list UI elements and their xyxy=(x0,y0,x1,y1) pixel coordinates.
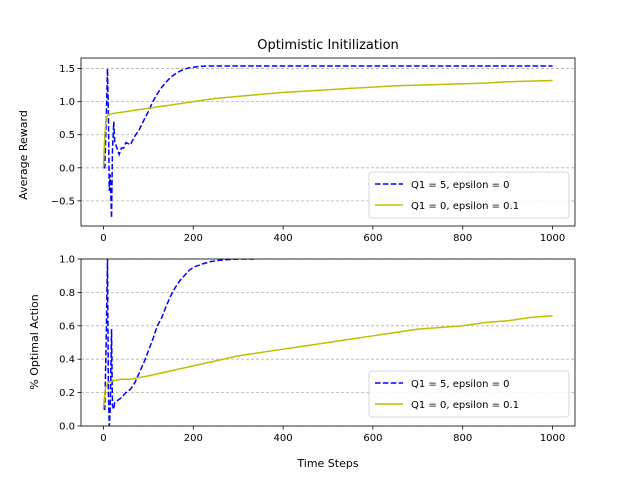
y-tick-label: 1.0 xyxy=(59,97,75,108)
legend: Q1 = 5, epsilon = 0 Q1 = 0, epsilon = 0.1 xyxy=(368,370,570,418)
optimal-action-panel: 0 200 400 600 800 1000 0.0 0.2 0.4 0.6 0.8 1.0 Q1 = … xyxy=(59,255,576,444)
x-tick-label: 200 xyxy=(184,433,203,444)
y-tick-label: 1.5 xyxy=(59,64,75,75)
legend-label: Q1 = 0, epsilon = 0.1 xyxy=(411,400,519,411)
y-tick-label: 0.4 xyxy=(59,355,75,366)
x-tick-label: 800 xyxy=(453,233,472,244)
axes-frame xyxy=(80,57,576,227)
x-tick-label: 0 xyxy=(100,433,106,444)
legend-label: Q1 = 5, epsilon = 0 xyxy=(411,379,510,390)
x-tick-label: 200 xyxy=(184,233,203,244)
legend: Q1 = 5, epsilon = 0 Q1 = 0, epsilon = 0.1 xyxy=(368,171,570,219)
y-tick-label: 0.0 xyxy=(59,163,75,174)
series-line-q1-0-epsilon-0-1 xyxy=(102,315,553,410)
optimal-action-ylabel: % Optimal Action xyxy=(28,294,41,389)
y-tick-label: 0.0 xyxy=(59,422,75,433)
axes-frame xyxy=(80,258,576,427)
x-tick-label: 1000 xyxy=(540,233,565,244)
x-tick-label: 800 xyxy=(453,433,472,444)
legend-box xyxy=(368,171,570,219)
y-tick-label: 0.2 xyxy=(59,388,75,399)
x-tick-label: 600 xyxy=(363,233,382,244)
x-tick-label: 400 xyxy=(274,233,293,244)
legend-box xyxy=(368,370,570,418)
series-line-q1-5-epsilon-0 xyxy=(103,259,257,426)
reward-ylabel: Average Reward xyxy=(17,110,30,200)
x-tick-label: 0 xyxy=(100,233,106,244)
y-tick-label: 0.8 xyxy=(59,288,75,299)
time-steps-xlabel: Time Steps xyxy=(296,457,358,470)
y-tick-label: 0.5 xyxy=(59,130,75,141)
x-tick-label: 600 xyxy=(363,433,382,444)
y-tick-label: 1.0 xyxy=(59,255,75,266)
series-line-q1-5-epsilon-0 xyxy=(103,65,553,219)
reward-panel: 0 200 400 600 800 1000 −0.5 0.0 0.5 1.0 1.5 Q1 = 5,… xyxy=(51,57,576,244)
x-tick-label: 1000 xyxy=(540,433,565,444)
legend-label: Q1 = 0, epsilon = 0.1 xyxy=(411,201,519,212)
y-tick-label: 0.6 xyxy=(59,321,75,332)
x-tick-label: 400 xyxy=(274,433,293,444)
y-tick-label: −0.5 xyxy=(51,196,75,207)
series-line-q1-0-epsilon-0-1 xyxy=(102,79,553,168)
legend-label: Q1 = 5, epsilon = 0 xyxy=(411,180,510,191)
chart-title: Optimistic Initilization xyxy=(257,38,399,53)
